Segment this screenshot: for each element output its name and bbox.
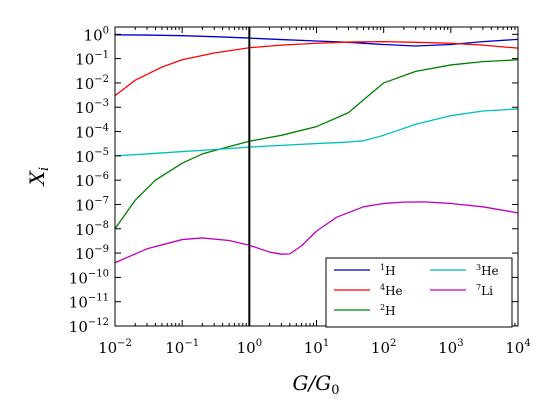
x-tick-label-4: 102 xyxy=(371,338,396,357)
x-tick-label-3: 101 xyxy=(304,338,329,357)
x-tick-label-6: 104 xyxy=(505,338,530,357)
x-tick-label-0: 10−2 xyxy=(98,338,132,357)
y-tick-label-12: 10−12 xyxy=(69,317,109,336)
y-tick-label-1: 10−1 xyxy=(75,50,109,69)
y-axis-label-subscript: i xyxy=(37,167,52,171)
y-tick-label-11: 10−11 xyxy=(69,293,109,312)
y-tick-label-5: 10−5 xyxy=(75,147,109,166)
series-layer xyxy=(115,34,518,264)
series-line-4 xyxy=(115,201,518,264)
y-tick-label-9: 10−9 xyxy=(75,244,109,263)
legend: 1H 4He 2H 3He 7Li xyxy=(325,257,513,328)
y-tick-label-8: 10−8 xyxy=(75,220,109,239)
legend-label-1: 4He xyxy=(380,283,403,298)
x-tick-label-5: 103 xyxy=(438,338,463,357)
y-tick-label-7: 10−7 xyxy=(75,195,109,214)
series-line-1 xyxy=(115,40,518,97)
series-line-2 xyxy=(115,59,518,230)
legend-label-3: 3He xyxy=(476,263,499,278)
series-line-3 xyxy=(115,108,518,157)
y-tick-label-2: 10−2 xyxy=(75,74,109,93)
legend-label-4: 7Li xyxy=(476,283,493,298)
x-tick-label-2: 100 xyxy=(237,338,262,357)
x-tick-label-1: 10−1 xyxy=(165,338,199,357)
y-tick-label-0: 100 xyxy=(84,25,109,44)
series-line-0 xyxy=(115,34,518,47)
y-tick-label-4: 10−4 xyxy=(75,123,109,142)
y-tick-label-6: 10−6 xyxy=(75,171,109,190)
legend-label-2: 2H xyxy=(380,303,396,318)
legend-label-0: 1H xyxy=(380,263,396,278)
y-tick-label-3: 10−3 xyxy=(75,98,109,117)
x-axis-label-subscript: 0 xyxy=(331,383,339,398)
tick-layer: 10−2 10−1 100 101 102 103 104 100 10−1 10−2 10−3 10… xyxy=(69,25,531,357)
y-tick-label-10: 10−10 xyxy=(69,268,109,287)
y-axis-label: Xi xyxy=(25,167,52,187)
